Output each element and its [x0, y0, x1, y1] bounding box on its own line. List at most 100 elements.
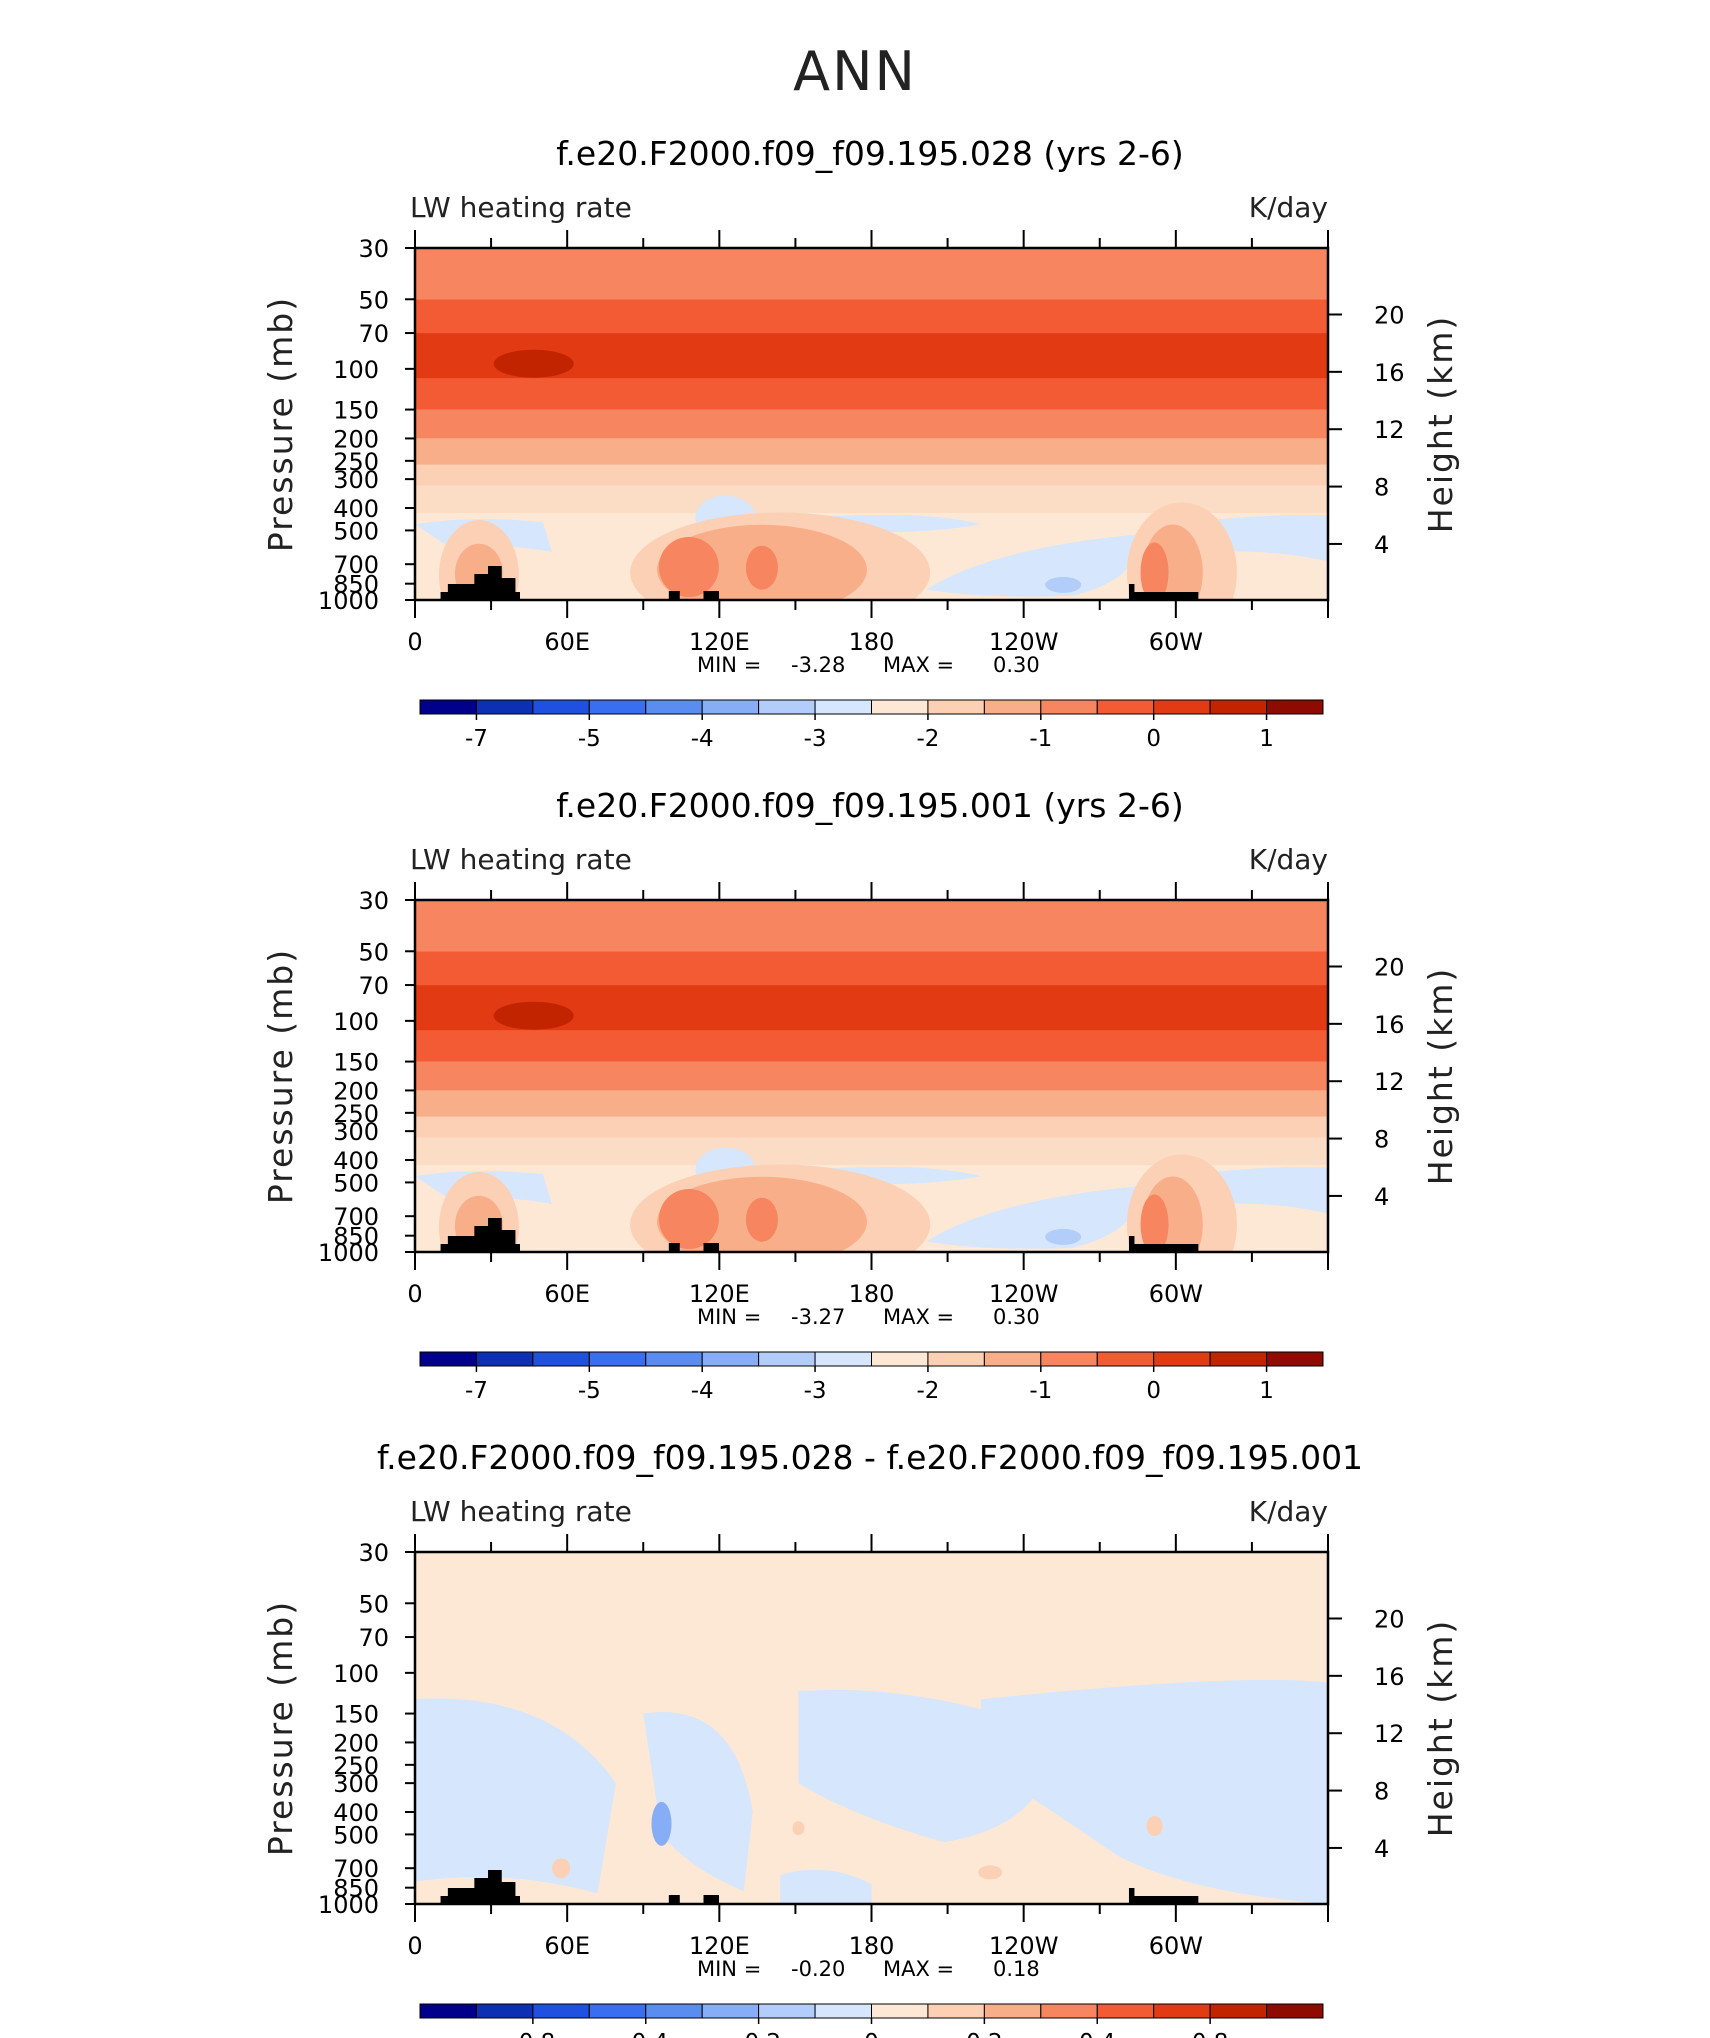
y-right-tick-label: 12 — [1374, 416, 1405, 444]
terrain-mask — [440, 1218, 1199, 1252]
colorbar-swatch — [983, 2003, 1042, 2019]
negative-region — [780, 1869, 872, 1904]
warm-core — [745, 545, 778, 590]
units-label: K/day — [1249, 191, 1328, 224]
y-tick-label: 700 — [333, 1855, 379, 1883]
colorbar-label: -1 — [1029, 1378, 1052, 1404]
colorbar-label: 0.8 — [1192, 2030, 1229, 2038]
y-right-tick-label: 4 — [1374, 1183, 1389, 1211]
positive-core — [792, 1821, 805, 1836]
y-tick-label: 250 — [333, 448, 379, 476]
y-tick-label: 400 — [333, 1147, 379, 1175]
x-tick-label: 120W — [989, 628, 1059, 656]
y-right-tick-label: 12 — [1374, 1068, 1405, 1096]
y-tick-label: 200 — [333, 1077, 379, 1105]
colorbar-label: -4 — [691, 726, 714, 752]
pressure-band — [415, 1116, 1328, 1138]
min-value: -3.27 — [791, 1305, 845, 1329]
warm-core — [1140, 542, 1169, 600]
colorbar-label: -3 — [804, 726, 827, 752]
colorbar-swatch — [1209, 1351, 1268, 1367]
max-label: MAX = — [883, 653, 954, 677]
colorbar-swatch — [983, 699, 1042, 715]
colorbar-label: -2 — [916, 1378, 939, 1404]
pressure-band — [415, 1030, 1328, 1062]
y-right-tick-label: 8 — [1374, 1778, 1389, 1806]
colorbar-swatch — [814, 2003, 872, 2019]
max-value: 0.30 — [993, 653, 1040, 677]
pressure-band — [415, 951, 1328, 986]
negative-region — [415, 1698, 616, 1894]
x-tick-label: 180 — [849, 1280, 895, 1308]
variable-label: LW heating rate — [410, 1495, 632, 1528]
y-tick-label: 1000 — [318, 1891, 379, 1919]
colorbar-swatch — [927, 1351, 985, 1367]
pressure-band — [415, 409, 1328, 439]
y-tick-label: 250 — [333, 1100, 379, 1128]
y-tick-label: 100 — [333, 1660, 379, 1688]
x-tick-label: 0 — [407, 1280, 422, 1308]
y-tick-label: 30 — [358, 235, 389, 263]
colorbar-swatch — [588, 2003, 647, 2019]
x-tick-label: 60E — [544, 1280, 590, 1308]
y-axis-title: Pressure (mb) — [261, 948, 300, 1204]
x-tick-label: 180 — [849, 628, 895, 656]
contour-field — [415, 1552, 1328, 1904]
pressure-band — [415, 464, 1328, 486]
y-tick-label: 50 — [358, 286, 389, 314]
y-right-tick-label: 16 — [1374, 1011, 1405, 1039]
y-tick-label: 300 — [333, 466, 379, 494]
y-right-tick-label: 12 — [1374, 1720, 1405, 1748]
colorbar-label: -7 — [465, 726, 488, 752]
colorbar-label: -3 — [804, 1378, 827, 1404]
panel-2: f.e20.F2000.f09_f09.195.001 (yrs 2-6) LW … — [261, 786, 1460, 1404]
colorbar-swatch — [419, 699, 477, 715]
variable-label: LW heating rate — [410, 843, 632, 876]
y-tick-label: 200 — [333, 425, 379, 453]
y-tick-label: 1000 — [318, 1239, 379, 1267]
colorbar-swatch — [927, 699, 985, 715]
contour-field — [415, 248, 1328, 600]
colorbar-swatch — [588, 699, 647, 715]
y-right-tick-label: 20 — [1374, 301, 1405, 329]
warm-core — [1140, 1194, 1169, 1252]
colorbar-swatch — [1040, 1351, 1098, 1367]
warm-core — [658, 1189, 719, 1250]
units-label: K/day — [1249, 1495, 1328, 1528]
colorbar-label: 0.4 — [1079, 2030, 1116, 2038]
colorbar-label: 1 — [1259, 726, 1274, 752]
y-tick-label: 70 — [358, 1624, 389, 1652]
y-tick-label: 850 — [333, 1875, 379, 1903]
colorbar-label: -5 — [578, 1378, 601, 1404]
colorbar-swatch — [871, 699, 929, 715]
warm-core — [658, 537, 719, 598]
y-tick-label: 50 — [358, 1590, 389, 1618]
colorbar-swatch — [1153, 2003, 1211, 2019]
y-tick-label: 200 — [333, 1729, 379, 1757]
x-tick-label: 180 — [849, 1932, 895, 1960]
min-value: -0.20 — [791, 1957, 845, 1981]
x-tick-label: 60W — [1149, 1280, 1203, 1308]
max-label: MAX = — [883, 1305, 954, 1329]
min-label: MIN = — [697, 1305, 761, 1329]
y-tick-label: 30 — [358, 1539, 389, 1567]
colorbar-swatch — [1266, 699, 1324, 715]
colorbar-label: 0.2 — [966, 2030, 1003, 2038]
colorbar-label: 0 — [864, 2030, 879, 2038]
terrain-mask — [440, 1870, 1199, 1904]
y-tick-label: 400 — [333, 1799, 379, 1827]
colorbar-label: -0.4 — [623, 2030, 668, 2038]
y-tick-label: 30 — [358, 887, 389, 915]
cool-region — [926, 534, 1138, 597]
y-right-tick-label: 4 — [1374, 531, 1389, 559]
y-tick-label: 850 — [333, 571, 379, 599]
y-right-tick-label: 20 — [1374, 1605, 1405, 1633]
y-tick-label: 250 — [333, 1752, 379, 1780]
y-tick-label: 150 — [333, 1701, 379, 1729]
x-tick-label: 60W — [1149, 628, 1203, 656]
y-axis-right-title: Height (km) — [1421, 1619, 1460, 1838]
pressure-band — [415, 299, 1328, 334]
terrain-mask — [440, 566, 1199, 600]
positive-core — [978, 1865, 1003, 1880]
y-tick-label: 1000 — [318, 587, 379, 615]
